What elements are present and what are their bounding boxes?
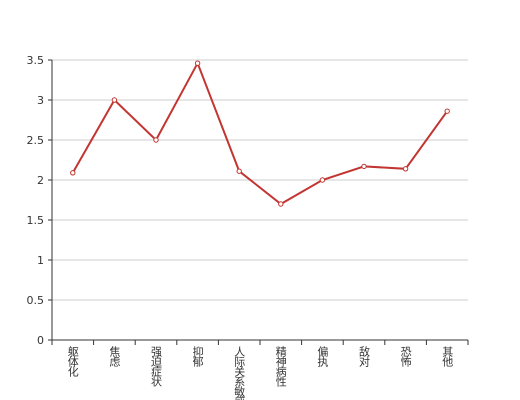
point	[444, 108, 450, 114]
x-tick-label: 偏执	[316, 345, 329, 368]
y-tick-label: 0.5	[27, 294, 45, 307]
point	[70, 170, 76, 176]
x-tick-label: 精神病性	[274, 346, 287, 388]
point	[402, 166, 409, 172]
y-tick-label: 1	[37, 254, 44, 267]
y-tick-label: 2.5	[27, 134, 45, 147]
x-tick-label: 人际关系敏感	[233, 346, 246, 400]
x-tick-label: 抑郁	[191, 345, 204, 367]
y-tick-label: 3.5	[27, 54, 45, 67]
point	[278, 201, 284, 207]
point	[236, 168, 242, 174]
point	[111, 97, 118, 103]
x-tick-label: 其他	[441, 346, 454, 367]
y-tick-label: 3	[37, 94, 44, 107]
y-tick-label: 1.5	[27, 214, 45, 227]
point	[153, 137, 159, 143]
point	[194, 60, 201, 66]
x-tick-label: 恐怖	[399, 346, 412, 367]
point	[319, 177, 326, 183]
y-tick-label: 2	[37, 174, 44, 187]
x-tick-label: 强迫症状	[150, 346, 163, 387]
point	[361, 163, 367, 170]
line	[71, 60, 449, 206]
x-tick-label: 焦虑	[108, 346, 121, 367]
x-tick-label: 躯体化	[66, 346, 79, 378]
x-tick-label: 敌对	[358, 345, 371, 367]
y-tick-label: 0	[37, 334, 44, 347]
